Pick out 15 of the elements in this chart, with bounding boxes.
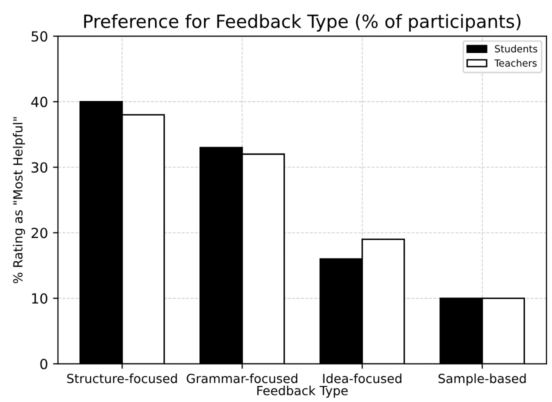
y-tick-label: 30 [32, 162, 48, 173]
y-tick-label: 10 [32, 293, 48, 304]
y-tick-label: 0 [40, 358, 48, 370]
chart-title: Preference for Feedback Type (% of participants) [84, 14, 520, 32]
x-tick-label: Structure-focused [67, 374, 177, 384]
x-tick-label: Grammar-focused [186, 374, 298, 384]
x-tick-label: Sample-based [438, 374, 526, 386]
x-tick-label: Idea-focused [323, 374, 402, 384]
legend-label: Students [495, 44, 538, 52]
y-tick-label: 40 [31, 96, 48, 108]
y-tick-label: 20 [32, 228, 48, 238]
legend-label: Teachers [494, 59, 537, 67]
y-axis-title: % Rating as "Most Helpful" [12, 117, 26, 284]
y-tick-label: 50 [32, 31, 48, 42]
x-axis-title: Feedback Type [257, 386, 348, 398]
